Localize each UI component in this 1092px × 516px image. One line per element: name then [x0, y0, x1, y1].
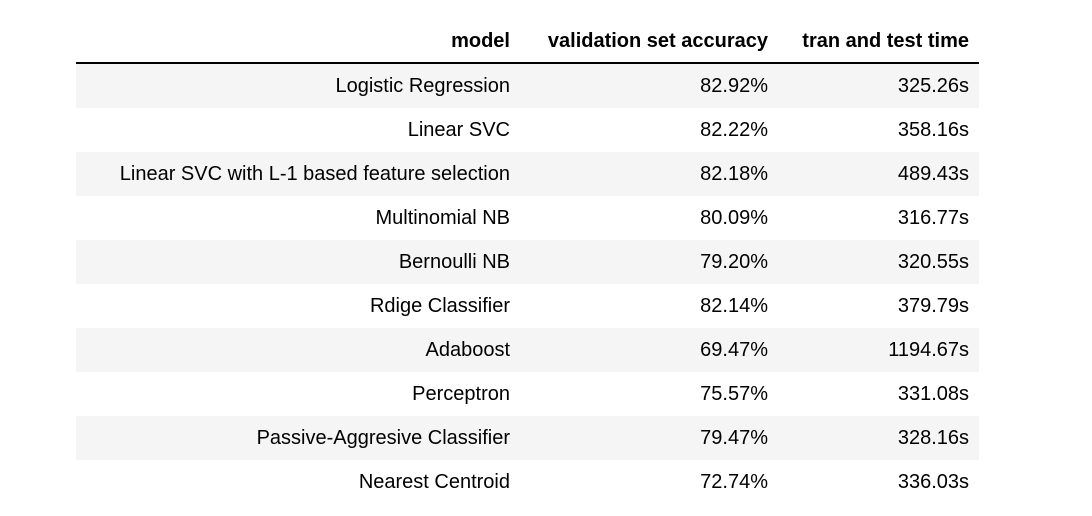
cell-time: 336.03s: [778, 460, 979, 504]
cell-accuracy: 79.20%: [520, 240, 778, 284]
cell-time: 316.77s: [778, 196, 979, 240]
cell-time: 1194.67s: [778, 328, 979, 372]
table-row: Linear SVC with L-1 based feature select…: [76, 152, 979, 196]
cell-model: Bernoulli NB: [76, 240, 520, 284]
cell-model: Nearest Centroid: [76, 460, 520, 504]
cell-accuracy: 82.92%: [520, 63, 778, 108]
cell-time: 320.55s: [778, 240, 979, 284]
cell-accuracy: 80.09%: [520, 196, 778, 240]
cell-accuracy: 79.47%: [520, 416, 778, 460]
table-row: Bernoulli NB 79.20% 320.55s: [76, 240, 979, 284]
cell-model: Multinomial NB: [76, 196, 520, 240]
cell-accuracy: 82.22%: [520, 108, 778, 152]
cell-accuracy: 82.14%: [520, 284, 778, 328]
table-row: Nearest Centroid 72.74% 336.03s: [76, 460, 979, 504]
cell-model: Linear SVC: [76, 108, 520, 152]
header-train-test-time: tran and test time: [778, 20, 979, 64]
cell-model: Perceptron: [76, 372, 520, 416]
table-row: Adaboost 69.47% 1194.67s: [76, 328, 979, 372]
cell-model: Linear SVC with L-1 based feature select…: [76, 152, 520, 196]
cell-accuracy: 82.18%: [520, 152, 778, 196]
table-row: Rdige Classifier 82.14% 379.79s: [76, 284, 979, 328]
table-row: Multinomial NB 80.09% 316.77s: [76, 196, 979, 240]
cell-accuracy: 69.47%: [520, 328, 778, 372]
table-row: Linear SVC 82.22% 358.16s: [76, 108, 979, 152]
cell-model: Adaboost: [76, 328, 520, 372]
table-row: Logistic Regression 82.92% 325.26s: [76, 63, 979, 108]
table-body: Logistic Regression 82.92% 325.26s Linea…: [76, 63, 979, 504]
cell-accuracy: 75.57%: [520, 372, 778, 416]
results-table-container: model validation set accuracy tran and t…: [76, 20, 979, 504]
cell-model: Logistic Regression: [76, 63, 520, 108]
header-model: model: [76, 20, 520, 64]
cell-time: 489.43s: [778, 152, 979, 196]
header-validation-accuracy: validation set accuracy: [520, 20, 778, 64]
table-row: Passive-Aggresive Classifier 79.47% 328.…: [76, 416, 979, 460]
cell-time: 331.08s: [778, 372, 979, 416]
cell-model: Passive-Aggresive Classifier: [76, 416, 520, 460]
cell-accuracy: 72.74%: [520, 460, 778, 504]
results-table: model validation set accuracy tran and t…: [76, 20, 979, 504]
cell-time: 328.16s: [778, 416, 979, 460]
cell-time: 325.26s: [778, 63, 979, 108]
header-row: model validation set accuracy tran and t…: [76, 20, 979, 64]
cell-time: 379.79s: [778, 284, 979, 328]
cell-model: Rdige Classifier: [76, 284, 520, 328]
table-row: Perceptron 75.57% 331.08s: [76, 372, 979, 416]
table-header: model validation set accuracy tran and t…: [76, 20, 979, 64]
cell-time: 358.16s: [778, 108, 979, 152]
